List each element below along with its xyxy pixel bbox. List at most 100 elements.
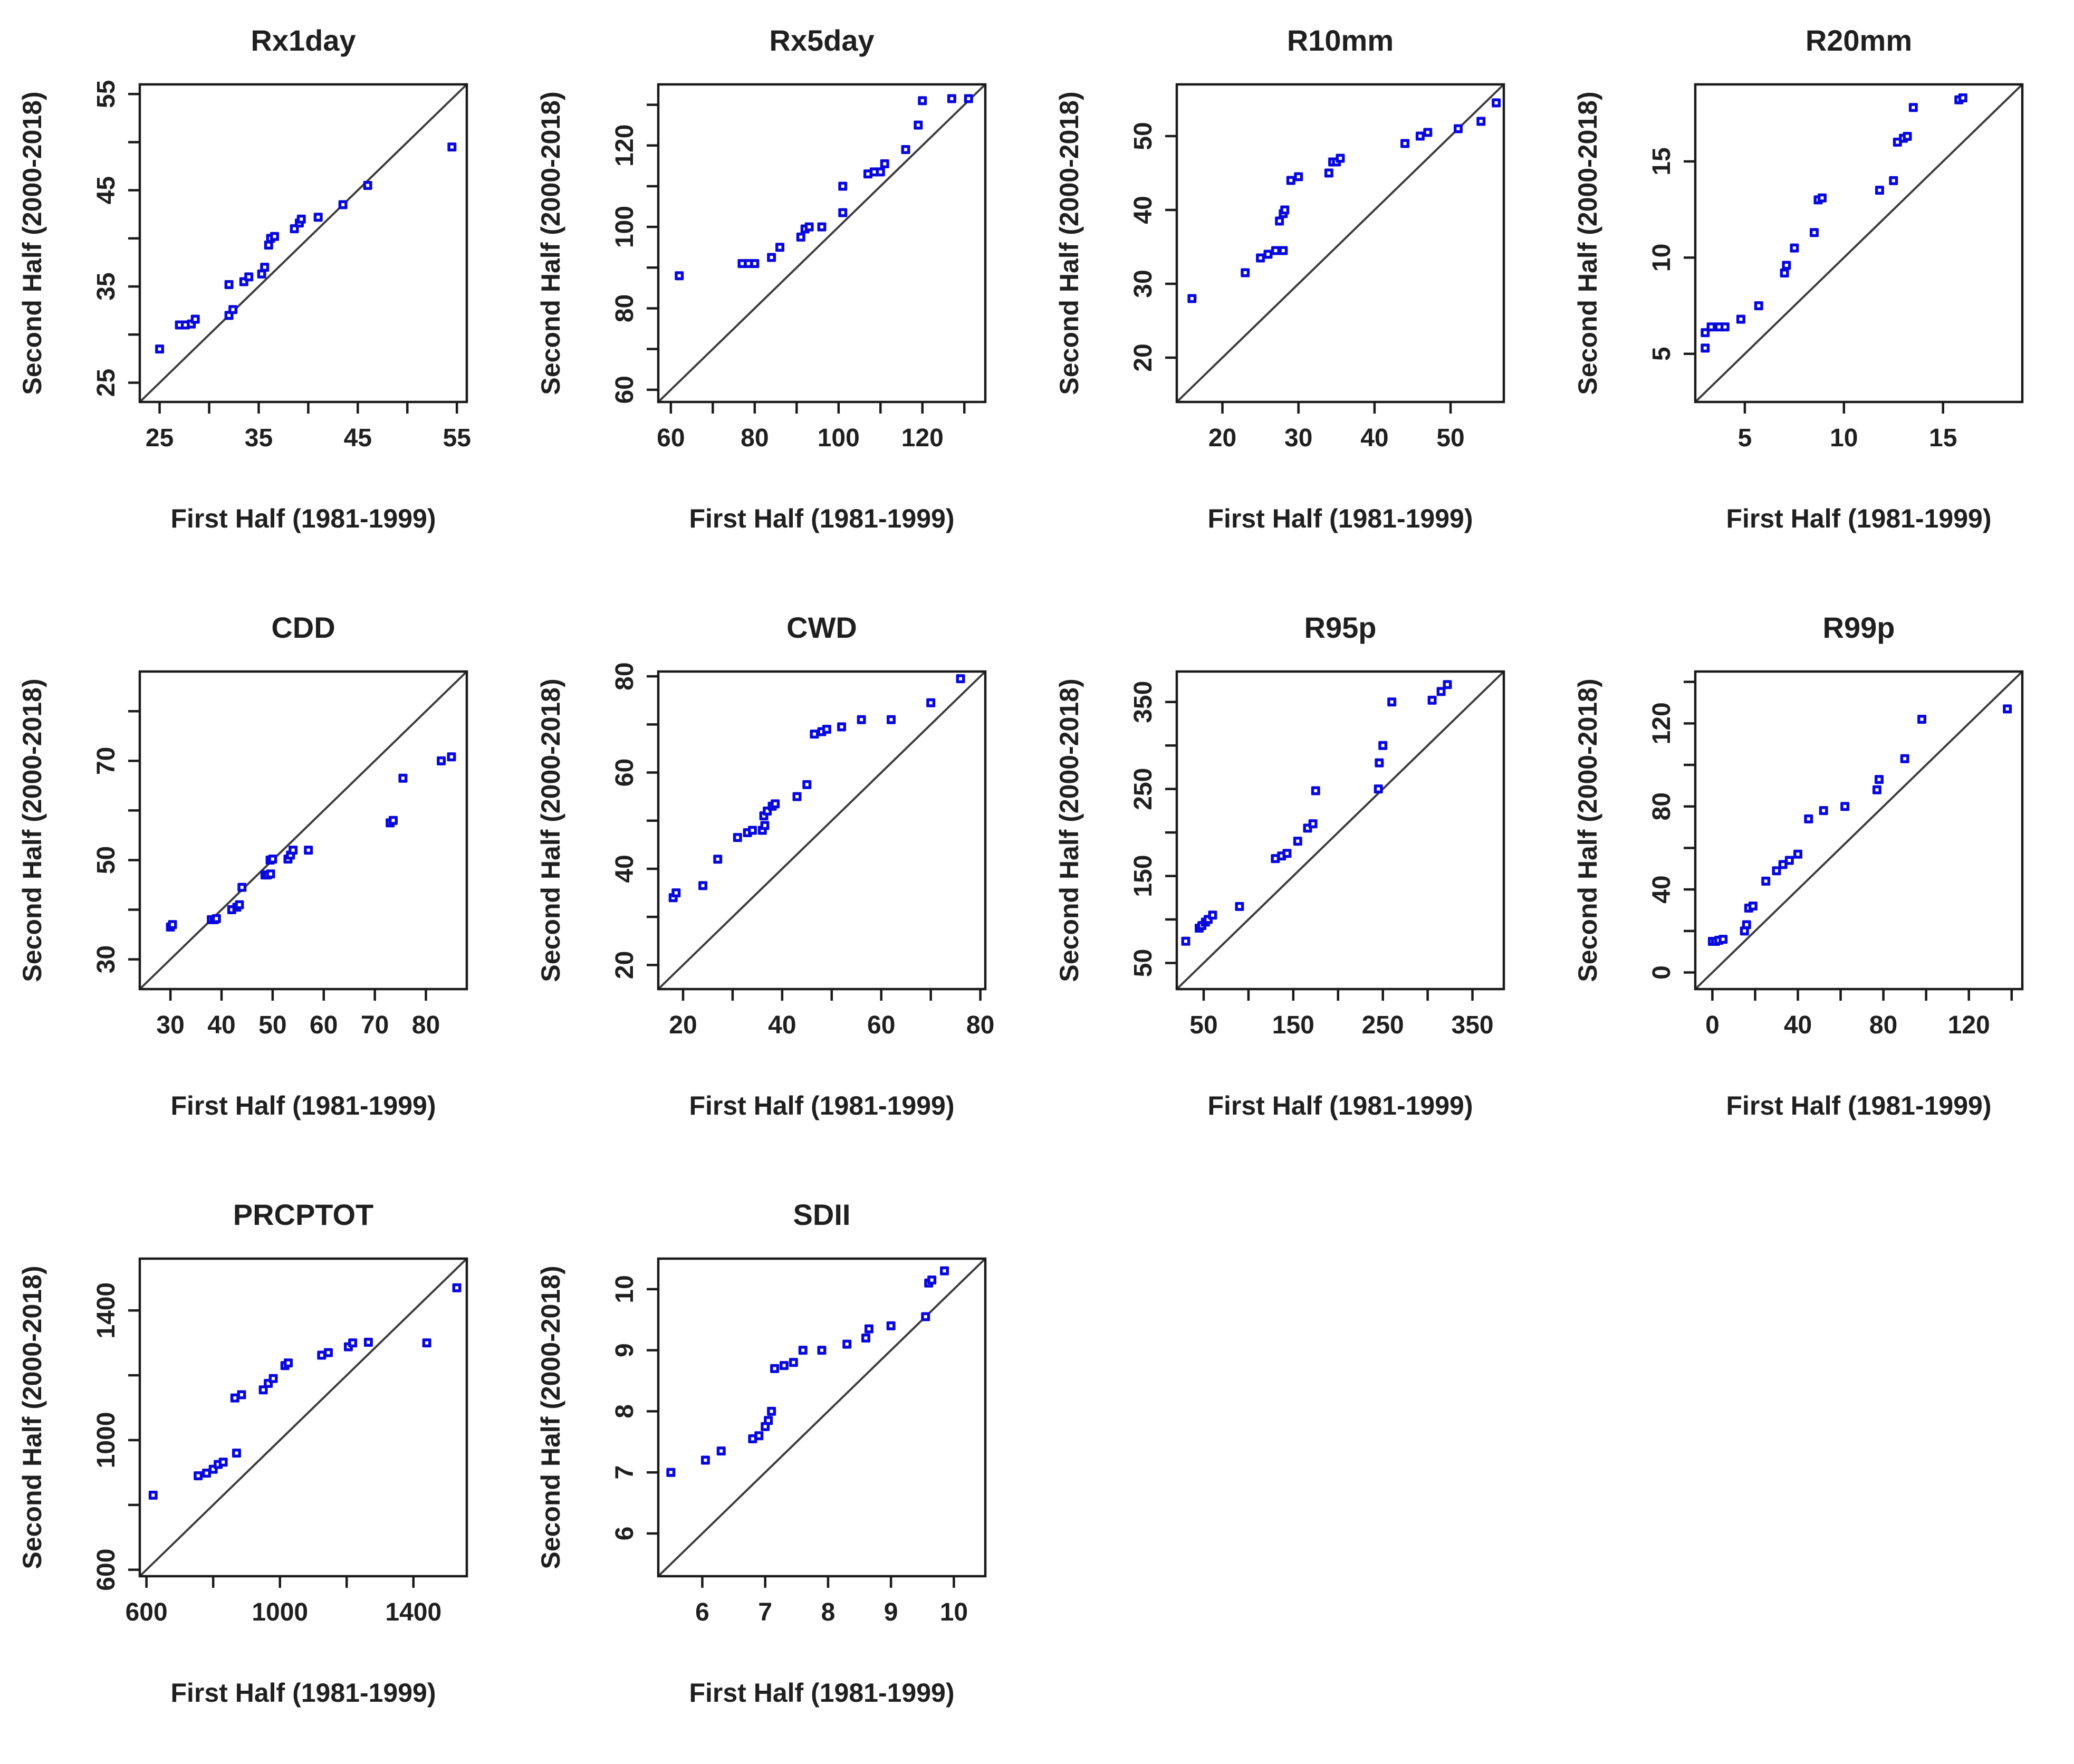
x-axis-label: First Half (1981-1999)	[170, 1091, 436, 1120]
data-point-marker-center	[1807, 817, 1810, 821]
data-point-marker-center	[189, 322, 193, 326]
subplot-sdii: SDII 6 7 8 9 10 6 7 8 9 10 First Half (1981-1999) Se…	[518, 1174, 1037, 1761]
x-tick-label: 50	[1189, 1011, 1217, 1039]
data-point-marker-center	[271, 857, 274, 861]
data-point-marker-center	[1314, 789, 1318, 792]
subplot-cwd: CWD 20 40 60 80 20 40 60 80 First Half (1981-1999…	[518, 587, 1037, 1174]
data-point-marker-center	[840, 725, 843, 728]
data-point-marker-center	[1912, 106, 1915, 109]
x-tick-label: 600	[126, 1598, 168, 1626]
data-point-marker-center	[1381, 744, 1385, 747]
data-point-marker-center	[841, 211, 844, 215]
data-point-marker-center	[341, 203, 345, 207]
scatter-points	[155, 142, 457, 354]
subplot-rx1day: Rx1day 25 35 45 55 25 35 45 55 First Half (1981-1…	[0, 0, 518, 587]
data-point-marker-center	[215, 917, 218, 921]
data-point-marker-center	[1211, 913, 1214, 917]
y-tick-label: 8	[611, 1404, 639, 1418]
data-point-marker-center	[240, 886, 244, 889]
data-point-marker-center	[320, 1354, 323, 1357]
x-tick-label: 20	[1208, 424, 1236, 452]
data-point-marker-center	[1243, 271, 1247, 274]
data-point-marker-center	[366, 184, 370, 187]
y-tick-label: 30	[92, 945, 120, 973]
y-tick-label: 0	[1648, 965, 1676, 980]
y-tick-label: 7	[611, 1465, 639, 1480]
data-point-marker-center	[924, 1315, 927, 1318]
x-axis-label: First Half (1981-1999)	[1726, 504, 1991, 533]
data-point-marker-center	[1878, 188, 1881, 192]
x-tick-label: 15	[1929, 424, 1957, 452]
data-point-marker-center	[669, 1471, 673, 1474]
data-point-marker-center	[1456, 127, 1460, 130]
data-point-marker-center	[327, 1351, 330, 1355]
data-point-marker-center	[845, 1343, 849, 1346]
x-tick-label: 60	[657, 424, 685, 452]
plot-title: R99p	[1823, 611, 1895, 644]
data-point-marker-center	[778, 245, 782, 249]
y-tick-label: 45	[92, 176, 120, 204]
x-tick-label: 40	[1360, 424, 1388, 452]
data-point-marker-center	[757, 1434, 761, 1437]
data-point-marker-center	[889, 1324, 893, 1328]
data-point-marker-center	[1259, 256, 1262, 260]
y-axis-label: Second Half (2000-2018)	[1573, 678, 1602, 982]
x-tick-label: 1400	[385, 1598, 441, 1626]
data-point-marker-center	[196, 1474, 200, 1478]
data-point-marker-center	[291, 848, 295, 852]
x-tick-label: 5	[1738, 424, 1752, 452]
plot-title: R95p	[1304, 611, 1377, 644]
data-point-marker-center	[1190, 297, 1194, 300]
plot-box	[657, 83, 987, 404]
data-point-marker-center	[1792, 246, 1796, 250]
x-tick-label: 40	[1784, 1011, 1812, 1039]
y-tick-label: 60	[611, 759, 639, 787]
x-tick-label: 30	[156, 1011, 184, 1039]
y-axis-label: Second Half (2000-2018)	[536, 1266, 565, 1569]
data-point-marker-center	[1903, 757, 1907, 761]
data-point-marker-center	[808, 225, 811, 229]
x-axis-label: First Half (1981-1999)	[170, 504, 436, 533]
data-point-marker-center	[1184, 939, 1187, 943]
data-point-marker-center	[316, 215, 320, 219]
y-tick-label: 50	[92, 846, 120, 874]
data-point-marker-center	[151, 1493, 155, 1497]
y-tick-label: 40	[611, 855, 639, 883]
subplot-r99p: R99p 0 40 80 120 0 40 80 120 First Half (1981-199…	[1556, 587, 2074, 1174]
identity-line	[139, 1258, 468, 1577]
x-tick-label: 250	[1362, 1011, 1404, 1039]
data-point-marker-center	[1703, 346, 1707, 350]
x-tick-label: 120	[1948, 1011, 1990, 1039]
data-point-marker-center	[950, 97, 954, 101]
data-point-marker-center	[171, 923, 174, 926]
x-tick-label: 150	[1272, 1011, 1314, 1039]
data-point-marker-center	[1445, 683, 1449, 686]
data-point-marker-center	[205, 1471, 208, 1475]
y-tick-label: 250	[1129, 768, 1157, 810]
data-point-marker-center	[1327, 171, 1331, 175]
data-point-marker-center	[904, 148, 907, 151]
data-point-marker-center	[1723, 325, 1727, 329]
data-point-marker-center	[231, 308, 235, 311]
data-point-marker-center	[272, 1377, 275, 1380]
data-point-marker-center	[751, 1437, 754, 1441]
data-point-marker-center	[1426, 131, 1429, 134]
plot-canvas-r95p: R95p 50 150 250 350 50 150 250 350 First Half (19…	[1054, 611, 1505, 1120]
data-point-marker-center	[1339, 157, 1342, 160]
data-point-marker-center	[766, 1418, 770, 1422]
x-tick-label: 10	[1830, 424, 1858, 452]
data-point-marker-center	[959, 677, 963, 680]
data-point-marker-center	[740, 262, 744, 265]
subplot-r20mm: R20mm 5 10 15 5 10 15 First Half (1981-1999) Sec…	[1556, 0, 2074, 587]
subplot-rx5day: Rx5day 60 80 100 120 60 80 100 120 First Half (19…	[518, 0, 1037, 587]
data-point-marker-center	[1906, 135, 1909, 138]
plot-title: R10mm	[1287, 24, 1394, 57]
y-tick-label: 1400	[92, 1282, 120, 1339]
data-point-marker-center	[967, 97, 971, 101]
data-point-marker-center	[1237, 905, 1241, 908]
subplot-prcptot: PRCPTOT 600 1000 1400 600 1000 1400 First Half …	[0, 1174, 518, 1761]
x-tick-label: 80	[966, 1011, 994, 1039]
data-point-marker-center	[1820, 196, 1824, 200]
data-point-marker-center	[273, 235, 276, 238]
identity-line	[1694, 83, 2023, 403]
